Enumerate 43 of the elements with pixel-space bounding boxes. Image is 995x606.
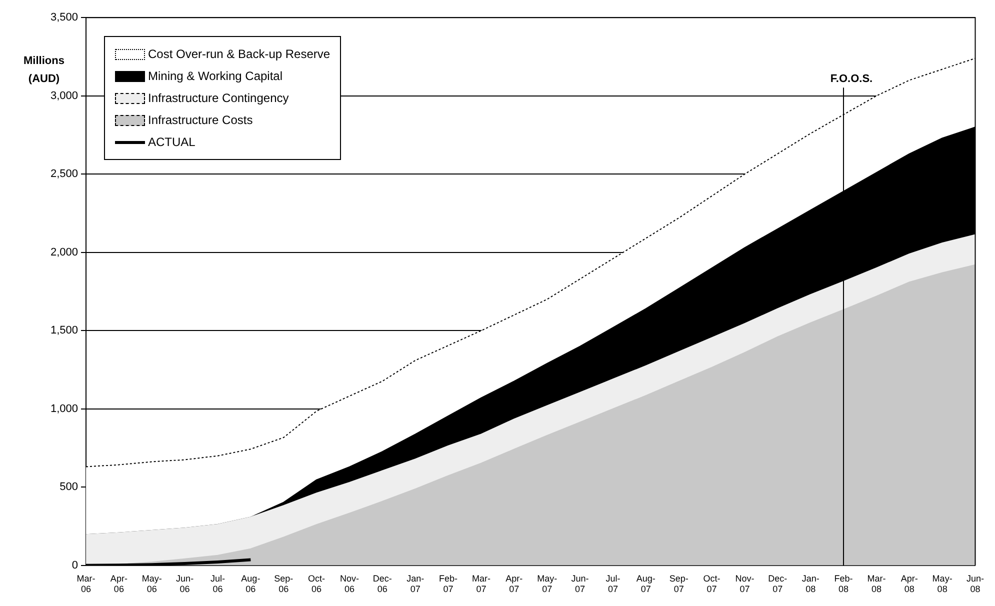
x-tick-label: Dec-07	[768, 573, 788, 594]
y-tick-label: 0	[72, 559, 78, 572]
x-tick-label: Nov-07	[735, 573, 754, 594]
x-tick-label: Apr-07	[506, 573, 523, 594]
y-tick-label: 1,000	[50, 402, 78, 415]
x-tick-label: Apr-06	[110, 573, 128, 594]
x-tick-label: Sep-07	[669, 573, 688, 594]
ref-line-label: F.O.O.S.	[830, 73, 873, 86]
x-tick-label: Mar-08	[867, 573, 886, 594]
x-tick-label: May-07	[537, 573, 558, 594]
x-tick-label: Mar-07	[472, 573, 490, 594]
legend-label: Infrastructure Costs	[148, 113, 253, 127]
x-tick-label: Jun-06	[176, 573, 194, 594]
legend-label: Cost Over-run & Back-up Reserve	[148, 47, 330, 61]
y-tick-label: 2,500	[50, 168, 78, 180]
x-tick-label: Oct-07	[703, 573, 720, 594]
x-tick-label: Aug-07	[636, 573, 656, 594]
x-tick-label: Feb-08	[834, 573, 853, 594]
legend-label: ACTUAL	[148, 135, 196, 149]
y-tick-label: 2,000	[50, 246, 78, 258]
legend-label: Mining & Working Capital	[148, 69, 283, 83]
legend-label: Infrastructure Contingency	[148, 91, 289, 105]
x-tick-label: Jan-07	[406, 573, 424, 594]
x-tick-label: Apr-08	[900, 573, 918, 594]
y-tick-label: 500	[60, 481, 78, 494]
y-tick-label: 3,000	[50, 90, 78, 102]
y-tick-label: 1,500	[50, 324, 78, 337]
x-tick-label: Oct-06	[308, 573, 326, 594]
x-tick-label: Dec-06	[372, 573, 392, 594]
x-tick-label: Aug-06	[241, 573, 260, 594]
x-tick-label: Jul-06	[210, 573, 225, 594]
x-tick-label: Jun-08	[966, 573, 984, 594]
x-tick-label: Mar-06	[76, 573, 96, 594]
y-tick-label: 3,500	[50, 12, 78, 24]
x-tick-label: Sep-06	[274, 573, 294, 594]
x-tick-label: Jun-07	[571, 573, 589, 594]
x-tick-label: Nov-06	[340, 573, 359, 594]
y-axis-title: Millions (AUD)	[22, 54, 66, 87]
x-tick-label: Feb-07	[439, 573, 458, 594]
x-tick-label: Jan-08	[802, 573, 820, 594]
x-tick-label: May-06	[142, 573, 162, 594]
x-tick-label: May-08	[932, 573, 952, 594]
x-tick-label: Jul-07	[606, 573, 620, 594]
